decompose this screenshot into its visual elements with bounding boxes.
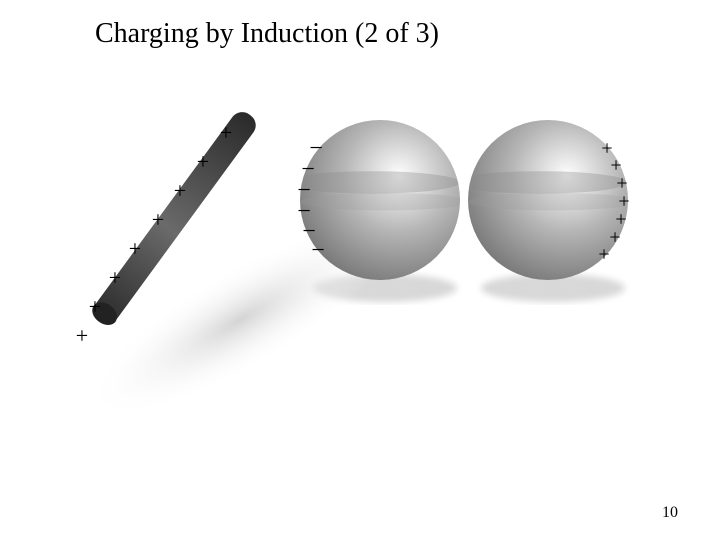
svg-text:+: +: [152, 207, 164, 232]
svg-text:+: +: [197, 149, 209, 174]
svg-text:+: +: [220, 120, 232, 145]
svg-text:+: +: [109, 265, 121, 290]
svg-text:−: −: [311, 238, 325, 264]
svg-text:+: +: [89, 294, 101, 319]
svg-text:+: +: [76, 323, 88, 348]
page-number: 10: [662, 504, 678, 522]
svg-text:+: +: [609, 227, 620, 249]
svg-text:+: +: [598, 244, 609, 266]
svg-text:+: +: [174, 178, 186, 203]
svg-text:+: +: [129, 236, 141, 261]
induction-diagram: ++++++++ −−−−−− +++++++: [0, 0, 720, 540]
